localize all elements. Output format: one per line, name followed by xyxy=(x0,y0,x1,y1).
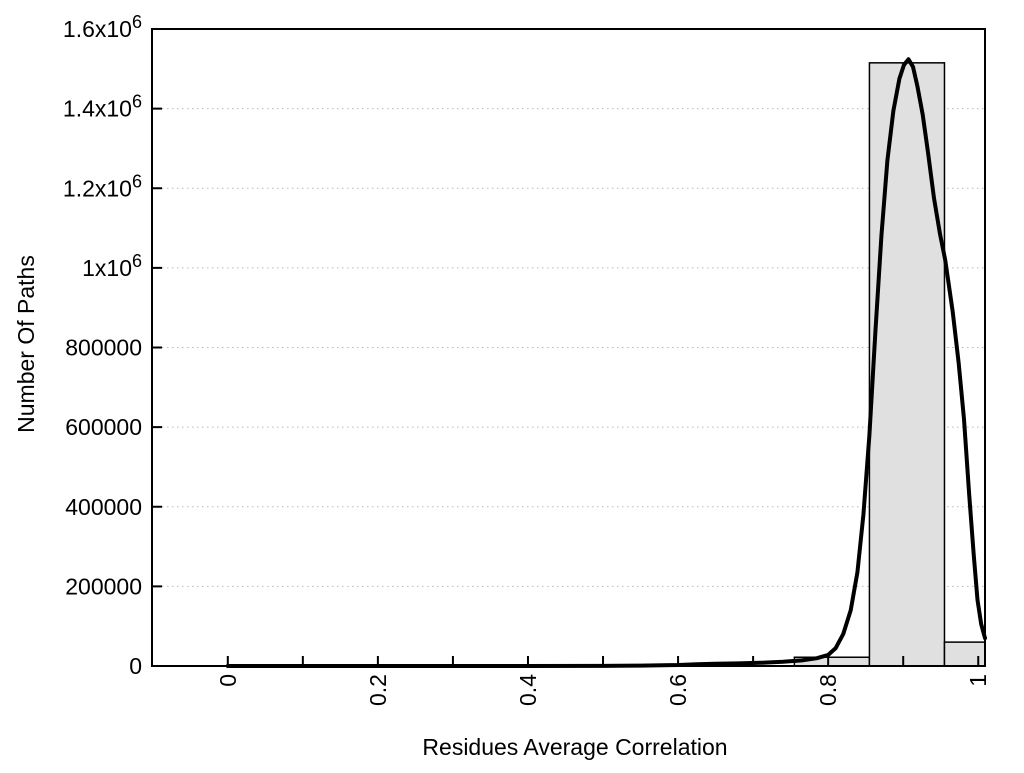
histogram-bar xyxy=(868,62,946,667)
density-curve-path xyxy=(225,57,987,668)
x-tick-label: 0.6 xyxy=(665,674,691,706)
x-axis-title: Residues Average Correlation xyxy=(422,734,727,760)
y-tick-label: 400000 xyxy=(65,494,142,520)
y-axis-ticks xyxy=(152,28,162,667)
y-axis-title: Number Of Paths xyxy=(13,255,39,433)
x-tick-label: 0.4 xyxy=(515,674,541,706)
density-curve xyxy=(225,57,987,668)
y-tick-label: 200000 xyxy=(65,573,142,599)
y-tick-label: 800000 xyxy=(65,335,142,361)
superscript: 6 xyxy=(132,12,142,32)
y-tick-label: 1.4x106 xyxy=(63,92,142,122)
y-gridlines xyxy=(152,108,985,587)
y-tick-label: 1.2x106 xyxy=(63,171,142,201)
y-tick-label: 0 xyxy=(129,653,142,679)
x-tick-labels: 0 0.2 0.4 0.6 0.8 1 xyxy=(215,674,991,706)
superscript: 6 xyxy=(132,92,142,112)
x-tick-label: 1 xyxy=(965,674,991,687)
histogram-bars xyxy=(793,62,986,667)
x-tick-label: 0.8 xyxy=(815,674,841,706)
x-tick-label: 0.2 xyxy=(365,674,391,706)
x-tick-label: 0 xyxy=(215,674,241,687)
y-tick-label: 600000 xyxy=(65,414,142,440)
y-tick-labels: 0 200000 400000 600000 800000 1x106 1.2x106 1.4… xyxy=(63,12,142,679)
y-tick-label: 1.6x106 xyxy=(63,12,142,42)
superscript: 6 xyxy=(132,171,142,191)
x-axis-ticks xyxy=(226,656,980,666)
y-tick-label: 1x106 xyxy=(82,251,142,281)
superscript: 6 xyxy=(132,251,142,271)
